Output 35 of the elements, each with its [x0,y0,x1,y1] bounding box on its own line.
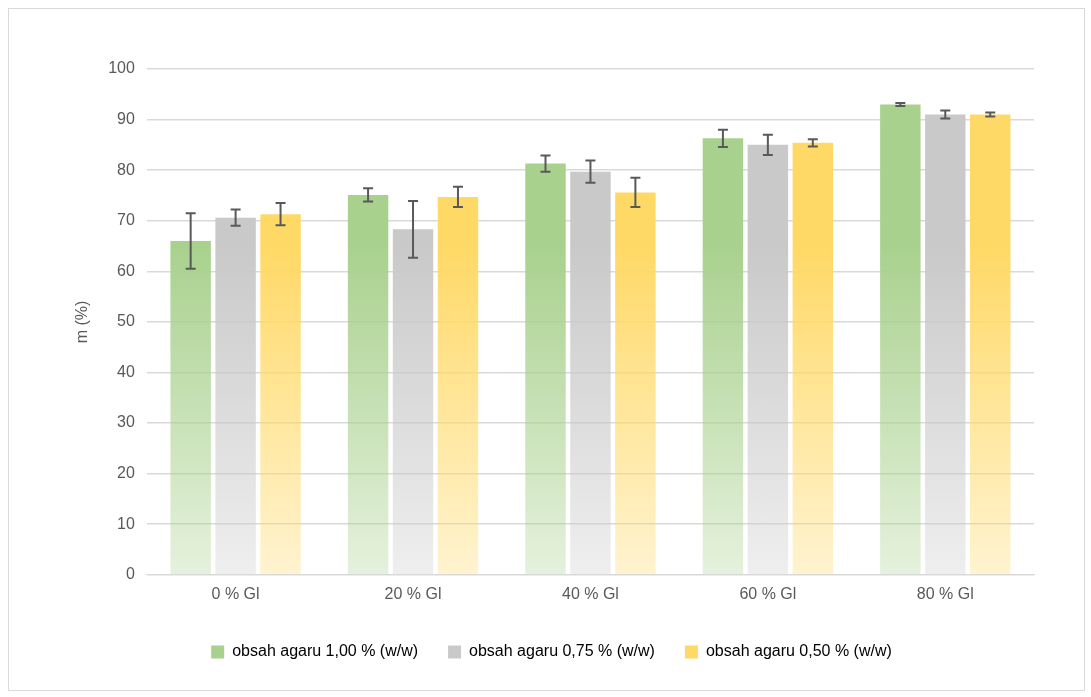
bar [570,171,611,575]
legend-label: obsah agaru 0,75 % (w/w) [469,642,655,660]
bar [970,114,1011,575]
bar [702,138,744,575]
y-tick-label: 100 [108,59,135,77]
y-tick-label: 20 [117,464,135,482]
bar [525,163,566,575]
y-tick-label: 60 [117,261,135,279]
x-tick-label: 40 % Gl [561,584,619,602]
legend-label: obsah agaru 1,00 % (w/w) [232,642,419,660]
bar [347,194,389,575]
y-axis-title: m (%) [73,300,91,344]
y-tick-label: 70 [117,211,135,229]
bar [880,104,921,575]
x-tick-label: 60 % Gl [739,584,797,602]
y-tick-label: 50 [117,312,135,330]
y-tick-label: 80 [117,160,135,178]
y-tick-label: 90 [117,109,135,127]
x-tick-label: 20 % Gl [384,584,442,602]
x-tick-label: 80 % Gl [916,584,974,602]
y-tick-label: 30 [117,413,135,431]
bar [792,142,834,575]
bar [260,214,301,575]
bar [170,240,211,575]
bar [437,196,479,575]
bar [215,217,256,575]
y-tick-label: 40 [117,362,135,380]
bar [392,229,434,575]
y-tick-label: 10 [117,514,135,532]
y-tick-label: 0 [125,565,135,583]
bar [925,114,966,575]
x-tick-label: 0 % Gl [211,584,260,602]
legend-label: obsah agaru 0,50 % (w/w) [705,642,892,660]
bar [615,192,656,575]
bar [747,144,789,575]
